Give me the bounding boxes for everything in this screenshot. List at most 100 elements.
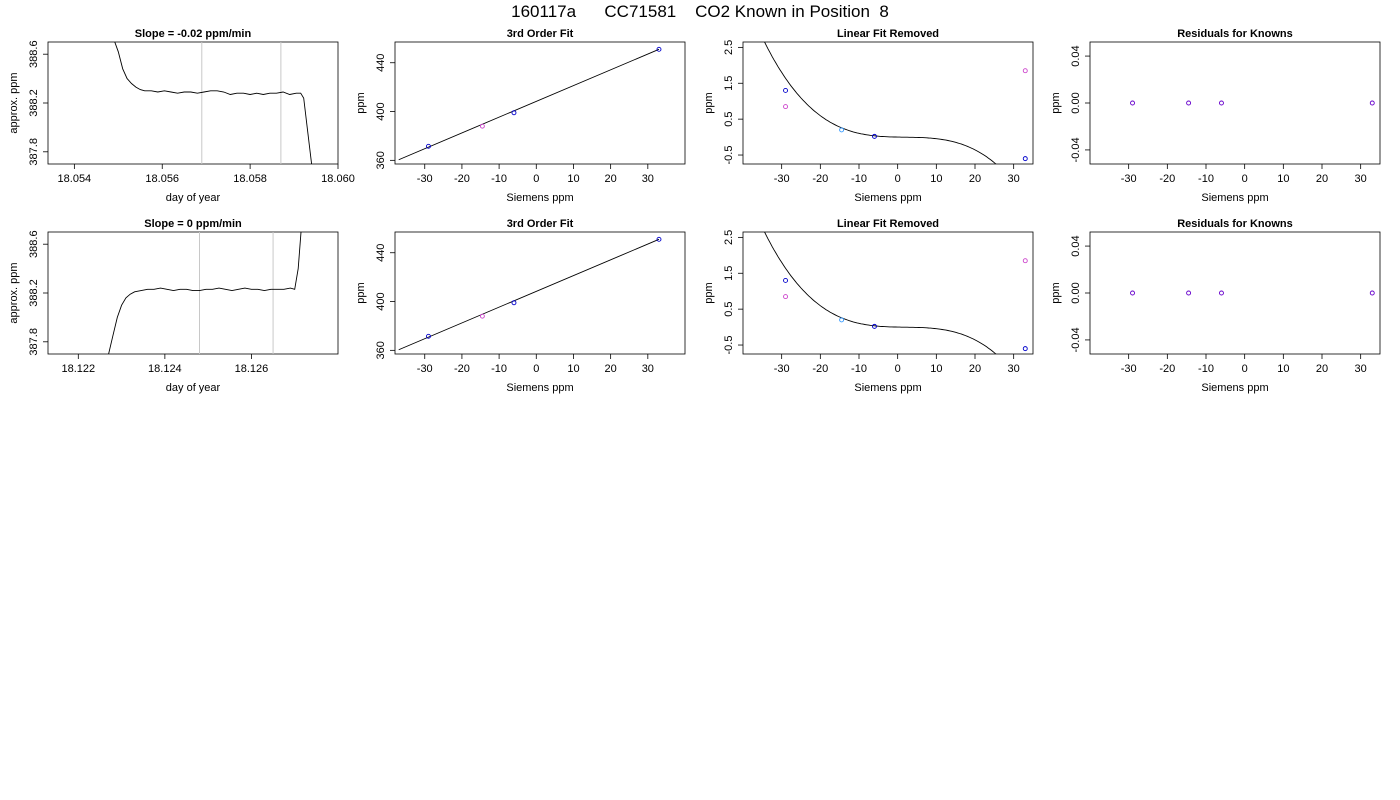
- x-tick-label: 30: [642, 363, 654, 375]
- panel-title: Residuals for Knowns: [1177, 218, 1293, 230]
- y-tick-label: 440: [375, 54, 387, 72]
- plot-frame: [394, 231, 686, 355]
- plot-area: [398, 238, 660, 351]
- y-tick-label: -0.5: [723, 146, 735, 165]
- x-tick-label: 0: [533, 363, 539, 375]
- y-tick-label: 2.5: [723, 230, 735, 245]
- x-tick-label: 20: [605, 173, 617, 185]
- plot-area: [764, 42, 997, 164]
- data-point: [426, 333, 431, 339]
- data-point: [1186, 100, 1192, 106]
- x-tick-label: -30: [1121, 173, 1137, 185]
- y-tick-label: 0.00: [1070, 282, 1082, 303]
- x-tick-label: 0: [1242, 173, 1248, 185]
- data-point: [1022, 68, 1028, 74]
- x-tick-label: 30: [1355, 363, 1367, 375]
- plot-area: [114, 42, 313, 164]
- fit-line: [398, 48, 660, 161]
- data-point: [1130, 290, 1135, 296]
- x-tick-label: 20: [605, 363, 617, 375]
- x-tick-label: -20: [454, 363, 470, 375]
- y-axis-label: ppm: [703, 92, 715, 113]
- x-tick-label: 30: [1008, 363, 1020, 375]
- y-tick-label: 0.00: [1070, 92, 1082, 113]
- data-point: [839, 317, 845, 323]
- x-tick-label: -10: [491, 173, 507, 185]
- plot-frame: [1089, 41, 1381, 165]
- x-tick-label: 20: [1316, 363, 1328, 375]
- data-point: [1219, 290, 1224, 296]
- x-tick-label: -10: [1198, 173, 1214, 185]
- y-axis-label: ppm: [1050, 282, 1062, 303]
- panel-title: Residuals for Knowns: [1177, 28, 1293, 40]
- panel-title: Linear Fit Removed: [837, 28, 939, 40]
- panel-r1c1: Slope = -0.02 ppm/min 18.054 18.056 18.058 1…: [8, 28, 355, 204]
- x-tick-label: -30: [417, 363, 433, 375]
- panel-title: Slope = 0 ppm/min: [144, 218, 242, 230]
- y-axis-label: ppm: [355, 282, 367, 303]
- y-axis-label: ppm: [1050, 92, 1062, 113]
- data-point: [783, 87, 788, 93]
- x-tick-label: -30: [1121, 363, 1137, 375]
- panel-r2c1: Slope = 0 ppm/min 18.122 18.124 18.126 day o…: [8, 218, 339, 394]
- y-tick-label: 400: [375, 292, 387, 310]
- data-point: [1022, 346, 1028, 352]
- x-tick-label: -30: [417, 173, 433, 185]
- x-tick-label: 30: [1008, 173, 1020, 185]
- data-point: [783, 294, 788, 300]
- data-point: [1022, 156, 1028, 162]
- y-tick-label: 400: [375, 102, 387, 120]
- y-tick-label: 0.5: [723, 301, 735, 316]
- data-point: [783, 104, 788, 110]
- panel-title: Linear Fit Removed: [837, 218, 939, 230]
- x-tick-label: -30: [774, 363, 790, 375]
- y-tick-label: 388.2: [28, 279, 40, 307]
- x-tick-label: 0: [1242, 363, 1248, 375]
- data-point: [656, 46, 662, 52]
- fit-curve: [764, 232, 997, 354]
- panel-title: Slope = -0.02 ppm/min: [135, 28, 252, 40]
- fit-line: [398, 238, 660, 351]
- y-tick-label: 440: [375, 244, 387, 262]
- x-tick-label: 0: [533, 173, 539, 185]
- panel-r1c3: Linear Fit Removed -30 -20 -10 0 10 20 30 Siemen…: [703, 28, 1034, 204]
- x-tick-label: -20: [1159, 363, 1175, 375]
- x-tick-label: -20: [812, 173, 828, 185]
- y-tick-label: 0.5: [723, 111, 735, 126]
- x-tick-label: 18.054: [58, 173, 92, 185]
- x-tick-label: 18.126: [235, 363, 269, 375]
- x-tick-label: -10: [1198, 363, 1214, 375]
- series-line: [108, 232, 302, 354]
- x-tick-label: 18.124: [148, 363, 182, 375]
- plot-frame: [742, 41, 1034, 165]
- x-tick-label: 10: [930, 173, 942, 185]
- x-tick-label: 0: [895, 363, 901, 375]
- data-point: [1130, 100, 1135, 106]
- x-tick-label: -20: [1159, 173, 1175, 185]
- x-tick-label: 20: [1316, 173, 1328, 185]
- y-tick-label: 0.04: [1070, 235, 1082, 256]
- series-line: [114, 42, 313, 164]
- y-tick-label: 0.04: [1070, 45, 1082, 66]
- data-point: [872, 323, 877, 329]
- x-tick-label: -10: [851, 173, 867, 185]
- y-tick-label: 387.8: [28, 328, 40, 356]
- x-axis-label: Siemens ppm: [854, 192, 921, 204]
- plot-frame: [742, 231, 1034, 355]
- data-point: [479, 313, 485, 319]
- y-tick-label: 388.2: [28, 89, 40, 117]
- panel-r2c2: 3rd Order Fit -30 -20 -10 0 10 20 30 Siemens ppm…: [355, 218, 686, 394]
- figure-title: 160117a CC71581 CO2 Known in Position 8: [511, 2, 889, 21]
- data-point: [839, 127, 845, 133]
- data-point: [426, 143, 431, 149]
- data-point: [1369, 290, 1375, 296]
- y-tick-label: 2.5: [723, 40, 735, 55]
- data-point: [1219, 100, 1224, 106]
- panel-title: 3rd Order Fit: [507, 28, 574, 40]
- data-point: [872, 133, 877, 139]
- x-tick-label: 10: [1277, 173, 1289, 185]
- x-tick-label: 20: [969, 173, 981, 185]
- x-tick-label: 18.122: [61, 363, 95, 375]
- x-axis-label: Siemens ppm: [1201, 382, 1268, 394]
